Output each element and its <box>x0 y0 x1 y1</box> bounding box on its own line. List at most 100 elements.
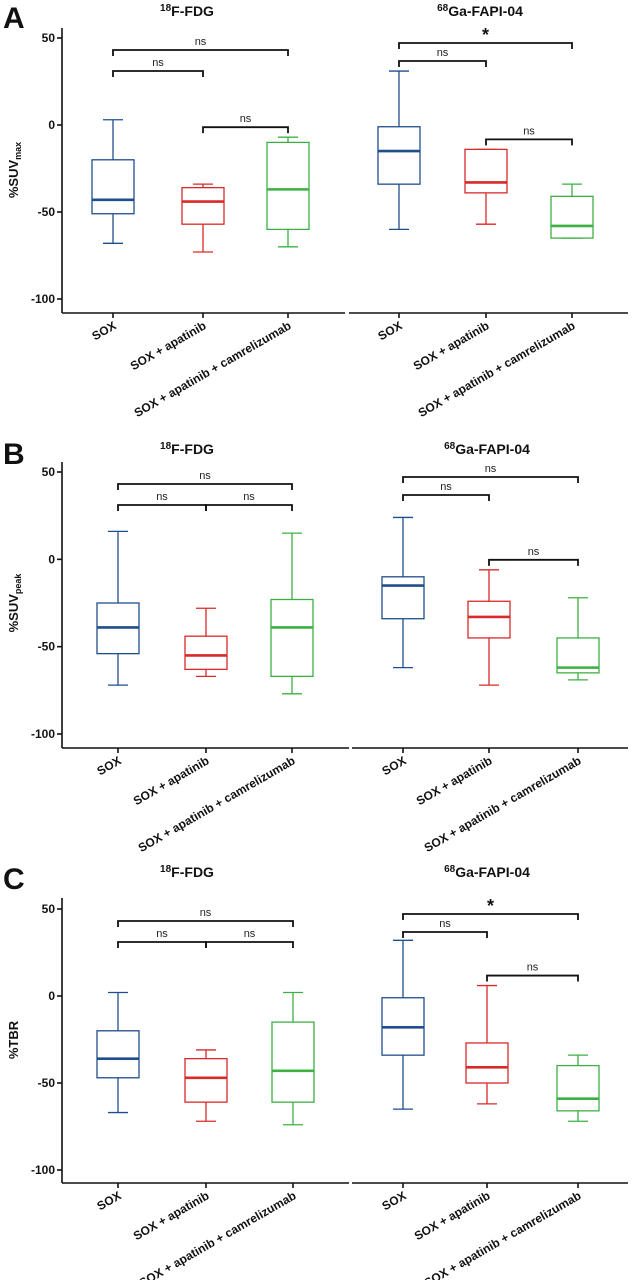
y-axis-label-main: %SUV <box>6 594 21 633</box>
significance-bracket: ns <box>486 962 579 982</box>
group-title-main: F-FDG <box>171 3 214 19</box>
significance-label: ns <box>244 928 256 940</box>
significance-bracket: ns <box>205 928 294 948</box>
significance-label: * <box>487 896 494 916</box>
box-0: SOX <box>380 939 425 1213</box>
box-2: SOX + apatinib + camrelizumab <box>137 991 315 1285</box>
significance-bracket: ns <box>402 918 488 938</box>
bracket-line <box>205 504 293 511</box>
group-title-sup: 68 <box>437 3 449 14</box>
box-0: SOX <box>380 516 425 778</box>
iqr-box <box>181 186 225 225</box>
y-tick-label: -100 <box>31 1163 55 1177</box>
x-category-label: SOX + apatinib + camrelizumab <box>137 1188 299 1280</box>
y-tick-label: -100 <box>31 727 55 741</box>
significance-label: ns <box>195 36 207 48</box>
group-title-main: F-FDG <box>171 441 214 457</box>
bracket-line <box>402 494 490 501</box>
iqr-box <box>550 195 594 239</box>
significance-bracket: ns <box>402 481 490 501</box>
group-title: 18F-FDG <box>160 3 214 19</box>
group-title: 18F-FDG <box>160 441 214 457</box>
bracket-line <box>205 941 294 948</box>
y-tick-label: -100 <box>31 292 55 306</box>
box-1: SOX + apatinib <box>412 984 509 1243</box>
x-category-label: SOX + apatinib + camrelizumab <box>416 318 578 419</box>
panel-letter: A <box>3 2 25 35</box>
y-axis-label: %SUVpeak <box>6 573 23 633</box>
significance-label: ns <box>200 907 212 919</box>
y-tick-label: 0 <box>48 552 55 566</box>
iqr-box <box>556 1064 600 1112</box>
significance-bracket: ns <box>117 928 207 948</box>
box-2: SOX + apatinib + camrelizumab <box>422 1054 600 1285</box>
iqr-box <box>270 598 314 678</box>
x-category-label: SOX + apatinib <box>131 1188 212 1243</box>
significance-label: ns <box>523 125 535 137</box>
x-category-label: SOX <box>90 318 119 343</box>
box-1: SOX + apatinib <box>131 1049 228 1243</box>
significance-label: ns <box>527 962 539 974</box>
iqr-box <box>381 576 425 620</box>
x-category-label: SOX + apatinib + camrelizumab <box>422 1188 584 1280</box>
bracket-line <box>112 49 289 56</box>
significance-bracket: ns <box>112 36 289 56</box>
significance-label: ns <box>439 918 451 930</box>
iqr-box <box>96 1030 140 1079</box>
x-category-label: SOX + apatinib <box>128 318 209 373</box>
significance-label: ns <box>156 928 168 940</box>
bracket-line <box>117 941 207 948</box>
y-tick-label: -50 <box>38 1076 56 1090</box>
box-0: SOX <box>95 991 140 1213</box>
group-title-main: Ga-FAPI-04 <box>455 864 530 880</box>
box-2: SOX + apatinib + camrelizumab <box>132 136 310 420</box>
x-category-label: SOX + apatinib + camrelizumab <box>422 753 584 854</box>
bracket-line <box>202 126 289 134</box>
significance-label: ns <box>243 491 255 503</box>
box-2: SOX + apatinib + camrelizumab <box>416 183 594 420</box>
x-category-label: SOX <box>95 753 124 778</box>
iqr-box <box>184 635 228 671</box>
significance-label: ns <box>528 546 540 558</box>
group-title-main: Ga-FAPI-04 <box>455 441 530 457</box>
group-title-main: Ga-FAPI-04 <box>448 3 523 19</box>
x-category-label: SOX + apatinib <box>412 1188 493 1243</box>
box-1: SOX + apatinib <box>414 569 511 808</box>
x-category-label: SOX + apatinib + camrelizumab <box>136 753 298 854</box>
significance-bracket: * <box>402 896 579 920</box>
significance-label: ns <box>440 481 452 493</box>
bracket-line <box>112 70 204 77</box>
significance-bracket: * <box>398 25 573 49</box>
significance-label: ns <box>152 57 164 69</box>
bracket-line <box>117 483 293 490</box>
significance-bracket: ns <box>488 546 579 566</box>
iqr-box <box>467 600 511 639</box>
group-title-main: F-FDG <box>171 864 214 880</box>
y-axis-label: %TBR <box>6 1020 21 1059</box>
x-category-label: SOX + apatinib <box>411 318 492 373</box>
significance-bracket: ns <box>112 57 204 77</box>
y-tick-label: -50 <box>38 640 56 654</box>
group-title: 68Ga-FAPI-04 <box>444 864 530 880</box>
significance-label: ns <box>437 47 449 59</box>
iqr-box <box>556 637 600 674</box>
group-title: 68Ga-FAPI-04 <box>444 441 530 457</box>
box-1: SOX + apatinib <box>411 148 508 373</box>
bracket-line <box>402 931 488 938</box>
box-0: SOX <box>95 530 140 778</box>
bracket-line <box>398 60 487 67</box>
group-title: 18F-FDG <box>160 864 214 880</box>
x-category-label: SOX + apatinib + camrelizumab <box>132 318 294 419</box>
significance-bracket: ns <box>117 470 293 490</box>
iqr-box <box>266 141 310 231</box>
significance-bracket: ns <box>117 907 294 927</box>
y-tick-label: 50 <box>42 902 56 916</box>
y-axis-label-main: %TBR <box>6 1020 21 1059</box>
iqr-box <box>91 159 135 215</box>
